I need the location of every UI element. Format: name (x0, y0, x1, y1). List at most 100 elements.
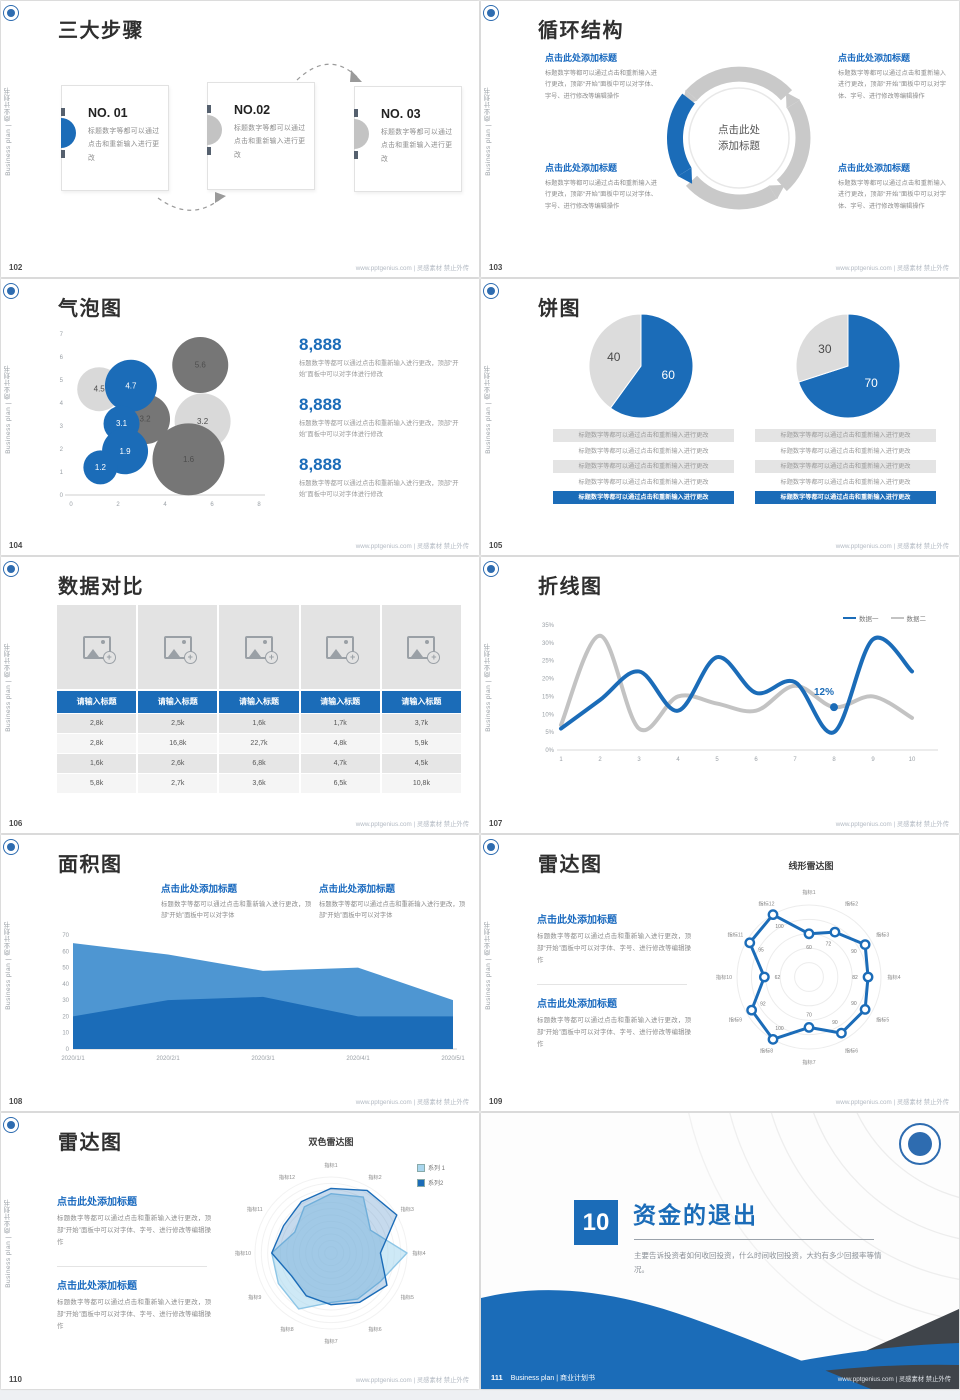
svg-text:12%: 12% (814, 687, 834, 698)
svg-text:指标6: 指标6 (845, 1047, 858, 1055)
footer-note: www.pptgenius.com | 灵感素材 禁止外传 (355, 1099, 469, 1106)
block-body: 标题数字等都可以通过点击和重新输入进行更改，顶部“开始”面板中可以对字体、字号、… (57, 1299, 211, 1330)
svg-text:指标8: 指标8 (280, 1325, 293, 1333)
radar-chart-title: 线形雷达图 (788, 861, 834, 871)
radar-text-block-1[interactable]: 点击此处添加标题 标题数字等都可以通过点击和重新输入进行更改，顶部“开始”面板中… (57, 1193, 211, 1249)
slide-title: 折线图 (538, 576, 603, 598)
svg-text:0%: 0% (545, 748, 554, 754)
slide-title: 雷达图 (58, 1132, 123, 1154)
slide-106-data-table[interactable]: Business plan | 商业计划书 数据对比 + 请输入标题 2,8k … (1, 557, 479, 833)
footer-note: www.pptgenius.com | 灵感素材 禁止外传 (835, 1099, 949, 1106)
stat-block-2[interactable]: 8,888 标题数字等都可以通过点击和重新输入进行更改，顶部“开始”面板中可以对… (299, 395, 465, 441)
area-heading-block-2[interactable]: 点击此处添加标题 标题数字等都可以通过点击和重新输入进行更改，顶部“开始”面板中… (319, 881, 465, 922)
footer-note: www.pptgenius.com | 灵感素材 禁止外传 (835, 265, 949, 272)
title-underline (634, 1239, 874, 1240)
caption-row: 标题数字等都可以通过点击和重新输入进行更改 (755, 460, 936, 473)
pie-chart-right: 70 30 (795, 313, 901, 419)
image-placeholder[interactable]: + (138, 605, 218, 689)
step-body: 标题数字等都可以通过点击和重新输入进行更改 (234, 125, 305, 159)
block-heading: 点击此处添加标题 (57, 1197, 137, 1208)
table-cell: 4,8k (300, 734, 380, 753)
caption-row: 标题数字等都可以通过点击和重新输入进行更改 (578, 447, 709, 455)
svg-text:35%: 35% (542, 623, 555, 629)
radar-legend: 系列 1 系列2 (417, 1163, 445, 1193)
page-number: 102 (9, 263, 23, 272)
divider-line (57, 1266, 207, 1267)
svg-text:指标4: 指标4 (887, 973, 900, 981)
radar-text-block-2[interactable]: 点击此处添加标题 标题数字等都可以通过点击和重新输入进行更改，顶部“开始”面板中… (57, 1277, 211, 1333)
slide-105-pie-charts[interactable]: Business plan | 商业计划书 饼图 60 40 70 30 标题数字等… (481, 279, 959, 555)
cycle-block-top-right[interactable]: 点击此处添加标题 标题数字等都可以通过点击和重新输入进行更改，顶部“开始”面板中… (838, 51, 946, 102)
logo-core (908, 1132, 932, 1156)
block-body: 标题数字等都可以通过点击和重新输入进行更改，顶部“开始”面板中可以对字体、字号、… (545, 70, 657, 100)
svg-text:3: 3 (60, 424, 64, 430)
school-logo-icon (3, 1117, 19, 1133)
sidebar-vertical-text: Business plan | 商业计划书 (5, 365, 12, 454)
svg-text:0: 0 (69, 502, 73, 508)
add-image-icon: + (326, 635, 360, 664)
block-heading: 点击此处添加标题 (545, 53, 618, 63)
image-placeholder[interactable]: + (381, 605, 461, 689)
slide-104-bubble-chart[interactable]: Business plan | 商业计划书 气泡图 0 1 2 3 4 5 6 7 0 2 4 6 8 4… (1, 279, 479, 555)
stat-block-3[interactable]: 8,888 标题数字等都可以通过点击和重新输入进行更改，顶部“开始”面板中可以对… (299, 455, 465, 501)
step-number: NO. 03 (381, 107, 421, 121)
slide-108-area-chart[interactable]: Business plan | 商业计划书 面积图 点击此处添加标题 标题数字等… (1, 835, 479, 1111)
cycle-block-bottom-right[interactable]: 点击此处添加标题 标题数字等都可以通过点击和重新输入进行更改，顶部“开始”面板中… (838, 161, 946, 212)
step-card-1[interactable]: NO. 01 标题数字等都可以通过点击和重新输入进行更改 (61, 85, 169, 191)
school-logo-icon (3, 561, 19, 577)
area-heading-block-1[interactable]: 点击此处添加标题 标题数字等都可以通过点击和重新输入进行更改，顶部“开始”面板中… (161, 881, 311, 922)
svg-text:100: 100 (775, 924, 784, 930)
slide-110-radar-dual[interactable]: Business plan | 商业计划书 雷达图 双色雷达图 系列 1 系列2… (1, 1113, 479, 1389)
radar-text-block-1[interactable]: 点击此处添加标题 标题数字等都可以通过点击和重新输入进行更改，顶部“开始”面板中… (537, 911, 691, 967)
column-header: 请输入标题 (219, 691, 299, 713)
svg-text:1: 1 (559, 757, 563, 763)
image-placeholder[interactable]: + (57, 605, 137, 689)
footer-note: www.pptgenius.com | 灵感素材 禁止外传 (835, 543, 949, 550)
slide-109-radar-line[interactable]: Business plan | 商业计划书 雷达图 线形雷达图 点击此处添加标题… (481, 835, 959, 1111)
section-number-badge: 10 (574, 1200, 618, 1245)
sidebar-vertical-text: Business plan | 商业计划书 (5, 1199, 12, 1288)
svg-text:3.1: 3.1 (116, 419, 128, 428)
slide-111-section-divider[interactable]: 10 资金的退出 主要告诉投资者如何收回投资，什么时间收回投资，大约有多少回报率… (481, 1113, 959, 1389)
half-circle-icon (61, 108, 76, 158)
table-cell: 5,9k (381, 734, 461, 753)
stat-block-1[interactable]: 8,888 标题数字等都可以通过点击和重新输入进行更改，顶部“开始”面板中可以对… (299, 335, 465, 381)
radar-text-block-2[interactable]: 点击此处添加标题 标题数字等都可以通过点击和重新输入进行更改，顶部“开始”面板中… (537, 995, 691, 1051)
image-placeholder[interactable]: + (300, 605, 380, 689)
svg-text:2020/3/1: 2020/3/1 (251, 1056, 275, 1062)
sidebar-vertical-text: Business plan | 商业计划书 (485, 643, 492, 732)
svg-text:指标4: 指标4 (412, 1249, 425, 1257)
logo-core (7, 287, 15, 295)
svg-text:5: 5 (715, 757, 719, 763)
logo-core (487, 565, 495, 573)
radar-dual-chart: 指标1 指标2 指标3 指标4 指标5 指标6 指标7 指标8 指标9 指标10 指标11 指标12 (235, 1161, 426, 1345)
svg-text:90: 90 (851, 949, 857, 955)
table-cell: 6,5k (300, 774, 380, 793)
svg-text:50: 50 (62, 966, 69, 972)
image-placeholder[interactable]: + (219, 605, 299, 689)
footer-note: www.pptgenius.com | 灵感素材 禁止外传 (355, 265, 469, 272)
caption-row: 标题数字等都可以通过点击和重新输入进行更改 (755, 429, 936, 442)
block-body: 标题数字等都可以通过点击和重新输入进行更改，顶部“开始”面板中可以对字体、字号、… (545, 180, 657, 210)
page-number: 108 (9, 1097, 23, 1106)
cycle-block-top-left[interactable]: 点击此处添加标题 标题数字等都可以通过点击和重新输入进行更改，顶部“开始”面板中… (545, 51, 657, 102)
school-logo-icon (483, 561, 499, 577)
svg-text:70: 70 (864, 376, 878, 390)
slide-102-three-steps[interactable]: Business plan | 商业计划书 三大步骤 NO. 01 标题数字等都… (1, 1, 479, 277)
stat-body: 标题数字等都可以通过点击和重新输入进行更改，顶部“开始”面板中可以对字体进行修改 (299, 360, 459, 379)
sidebar-vertical-text: Business plan | 商业计划书 (5, 643, 12, 732)
slide-107-line-chart[interactable]: Business plan | 商业计划书 折线图 数据一 数据二 0% 5% 10… (481, 557, 959, 833)
cycle-block-bottom-left[interactable]: 点击此处添加标题 标题数字等都可以通过点击和重新输入进行更改，顶部“开始”面板中… (545, 161, 657, 212)
svg-text:0: 0 (60, 493, 64, 499)
svg-text:指标7: 指标7 (324, 1337, 337, 1345)
svg-text:10%: 10% (542, 712, 555, 718)
legend-swatch (890, 616, 904, 620)
svg-text:2020/4/1: 2020/4/1 (346, 1056, 370, 1062)
svg-text:4.7: 4.7 (125, 381, 137, 390)
step-card-3[interactable]: NO. 03 标题数字等都可以通过点击和重新输入进行更改 (354, 86, 462, 192)
slide-103-cycle[interactable]: Business plan | 商业计划书 循环结构 点击此处添加标题 点击此处… (481, 1, 959, 277)
svg-text:2: 2 (598, 757, 602, 763)
step-card-2[interactable]: NO.02 标题数字等都可以通过点击和重新输入进行更改 (207, 82, 315, 190)
slide-title: 循环结构 (538, 20, 624, 42)
